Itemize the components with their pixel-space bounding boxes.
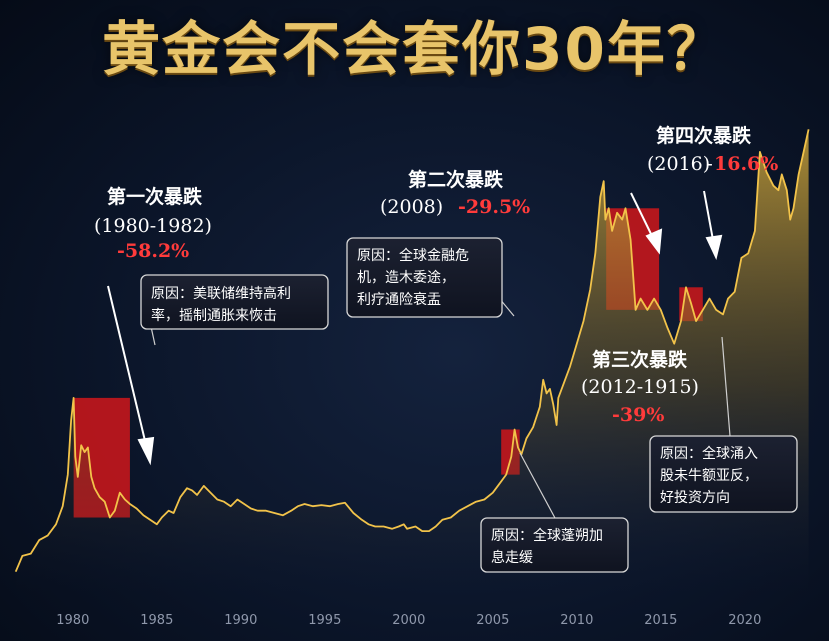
note-2-line-3: 利疗通险衰盂: [357, 291, 441, 308]
note-4-line-2: 股未牛额亚反，: [660, 468, 758, 484]
x-axis: 1980 1985 1990 1995 2000 2005 2010 2015 2020: [56, 613, 761, 628]
crash-4-title: 第四次暴跌: [656, 124, 752, 147]
chart-title: 黄金会不会套你30年？: [102, 15, 727, 83]
x-tick-label: 2005: [476, 613, 509, 628]
crash-3-years: (2012-1915): [581, 376, 699, 398]
crash-3-pct: -39%: [612, 404, 664, 426]
x-tick-label: 1995: [308, 613, 341, 628]
note-2-line-2: 机，造木委途，: [357, 269, 455, 286]
crash-4-dash: -: [706, 153, 713, 175]
note-1-line-1: 原因：美联储维持高利: [151, 285, 291, 302]
arrow-1: [107, 285, 147, 446]
note-box-3: 原因：全球蓬朔加 息走缓: [480, 452, 629, 573]
note-2-line-1: 原因：全球金融危: [357, 247, 469, 264]
x-tick-label: 2015: [644, 613, 677, 628]
crash-3-title: 第三次暴跌: [592, 348, 688, 371]
note-box-4: 原因：全球涌入 股未牛额亚反， 好投资方向: [649, 336, 798, 513]
crash-1-title: 第一次暴跌: [107, 185, 203, 208]
crash-1-years: (1980-1982): [94, 215, 212, 237]
note-box-1: 原因：美联储维持高利 率，摇制通胀来恢击: [140, 274, 329, 346]
price-area: [15, 129, 809, 593]
crash-4-pct: 16.6%: [714, 153, 778, 175]
crash-2-title: 第二次暴跌: [408, 168, 504, 191]
x-tick-label: 1980: [56, 613, 89, 628]
price-line: [14, 129, 810, 573]
crash-2-years: (2008): [380, 196, 443, 218]
note-3-line-2: 息走缓: [491, 549, 533, 566]
x-tick-label: 2000: [392, 613, 425, 628]
note-3-line-1: 原因：全球蓬朔加: [491, 527, 603, 544]
crash-label-4: 第四次暴跌 (2016) 16.6%: [647, 124, 778, 175]
x-tick-label: 2010: [560, 613, 593, 628]
x-tick-label: 1985: [140, 613, 173, 628]
x-tick-label: 1990: [224, 613, 257, 628]
arrow-4: [703, 190, 714, 241]
x-tick-label: 2020: [728, 613, 761, 628]
arrow-3: [630, 192, 654, 239]
note-4-line-3: 好投资方向: [660, 490, 730, 506]
crash-arrows: [107, 190, 723, 466]
crash-1-pct: -58.2%: [117, 240, 189, 262]
crash-2-pct: -29.5%: [458, 196, 530, 218]
arrow-3-head: [645, 228, 663, 255]
crash-label-1: 第一次暴跌 (1980-1982) -58.2%: [94, 185, 212, 262]
arrow-1-head: [137, 436, 155, 466]
note-1-line-2: 率，摇制通胀来恢击: [151, 307, 277, 324]
arrow-4-head: [705, 234, 723, 260]
note-4-line-1: 原因：全球涌入: [660, 445, 758, 462]
crash-label-2: 第二次暴跌 (2008) -29.5%: [380, 168, 530, 218]
crash-4-years: (2016): [647, 153, 710, 175]
crash-label-3: 第三次暴跌 (2012-1915) -39%: [581, 348, 699, 426]
note-box-2: 原因：全球金融危 机，造木委途， 利疗通险衰盂: [346, 237, 515, 318]
